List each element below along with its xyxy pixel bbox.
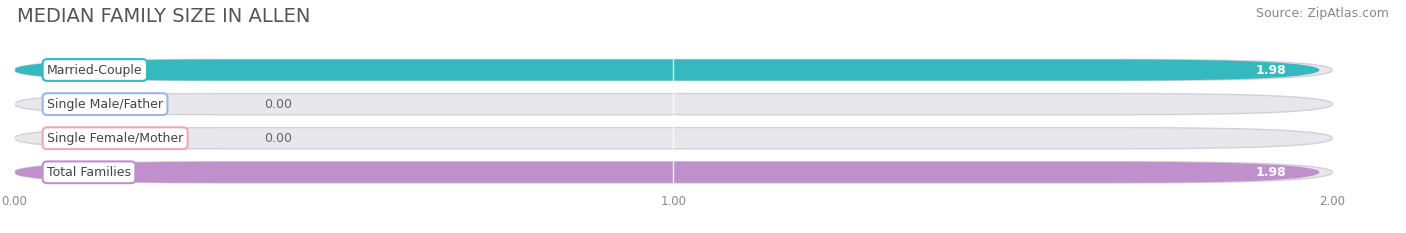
Text: MEDIAN FAMILY SIZE IN ALLEN: MEDIAN FAMILY SIZE IN ALLEN [17, 7, 311, 26]
Text: Single Female/Mother: Single Female/Mother [46, 132, 183, 145]
Text: Married-Couple: Married-Couple [46, 64, 142, 76]
Text: Total Families: Total Families [46, 166, 131, 179]
Text: 0.00: 0.00 [264, 98, 292, 111]
Text: 1.98: 1.98 [1256, 166, 1286, 179]
FancyBboxPatch shape [14, 59, 1333, 81]
FancyBboxPatch shape [14, 93, 1333, 115]
Text: 1.98: 1.98 [1256, 64, 1286, 76]
Text: Single Male/Father: Single Male/Father [46, 98, 163, 111]
Text: Source: ZipAtlas.com: Source: ZipAtlas.com [1256, 7, 1389, 20]
FancyBboxPatch shape [14, 162, 1319, 183]
Text: 0.00: 0.00 [264, 132, 292, 145]
FancyBboxPatch shape [14, 128, 1333, 149]
FancyBboxPatch shape [14, 59, 1319, 81]
FancyBboxPatch shape [14, 162, 1333, 183]
